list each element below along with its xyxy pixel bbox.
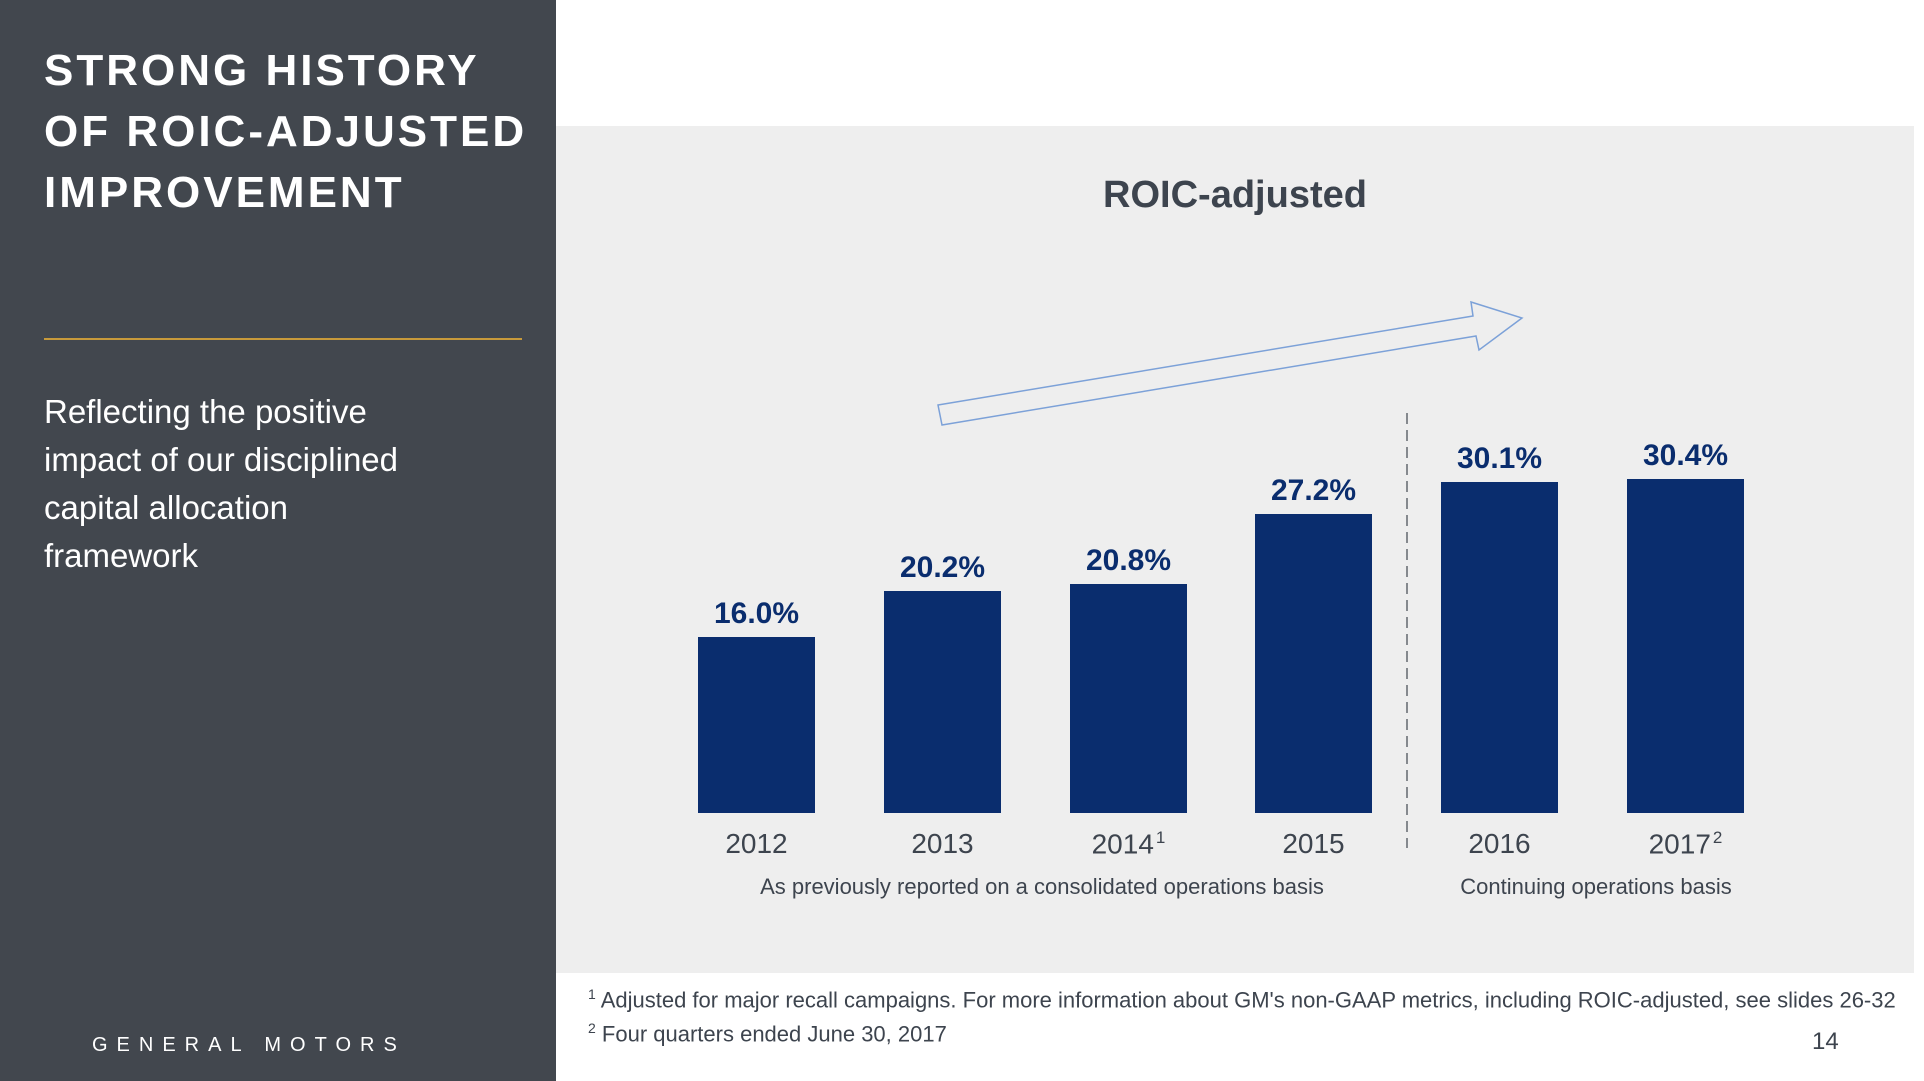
bar-column-2017: 30.4% — [1627, 439, 1744, 813]
bar — [1070, 584, 1187, 813]
chart-title: ROIC-adjusted — [1103, 174, 1367, 216]
footnote-2: 2 Four quarters ended June 30, 2017 — [588, 1014, 1896, 1048]
slide-title: STRONG HISTORY OF ROIC-ADJUSTED IMPROVEM… — [44, 46, 528, 217]
footnote-1: 1 Adjusted for major recall campaigns. F… — [588, 980, 1896, 1014]
x-axis-label: 2014 1 — [1091, 828, 1166, 860]
x-axis-label: 2015 — [1282, 828, 1345, 859]
x-axis-footnote-mark: 2 — [1712, 828, 1723, 847]
footnote-2-text: Four quarters ended June 30, 2017 — [601, 1021, 947, 1047]
bar-value-label: 20.8% — [1085, 544, 1172, 578]
x-axis-label: 2016 — [1468, 828, 1531, 859]
x-axis-label: 2013 — [911, 828, 974, 859]
x-axis-label: 2017 2 — [1648, 828, 1723, 860]
footnote-2-mark: 2 — [588, 1020, 596, 1037]
chart-panel: ROIC-adjusted 16.0% 2012 20.2% 2013 20.8% 201… — [556, 126, 1914, 973]
slide-subtitle: Reflecting the positive impact of our di… — [44, 393, 399, 574]
trend-up-arrow-icon — [937, 300, 1524, 426]
bar — [1255, 513, 1372, 813]
bar-column-2016: 30.1% — [1441, 442, 1558, 813]
bar-value-label: 27.2% — [1270, 473, 1357, 507]
bar — [1627, 478, 1744, 813]
bar-column-2013: 20.2% — [884, 551, 1001, 813]
bar-value-label: 20.2% — [899, 550, 986, 584]
footnotes: 1 Adjusted for major recall campaigns. F… — [588, 980, 1896, 1049]
bar-column-2014: 20.8% — [1070, 544, 1187, 813]
accent-divider — [44, 338, 522, 340]
x-axis-label: 2012 — [725, 828, 788, 859]
group-caption-continuing: Continuing operations basis — [1460, 874, 1732, 899]
bar-column-2012: 16.0% — [698, 597, 815, 813]
footnote-1-mark: 1 — [588, 986, 596, 1002]
group-caption-consolidated: As previously reported on a consolidated… — [760, 874, 1324, 899]
x-axis-footnote-mark: 1 — [1155, 828, 1166, 847]
bar-value-label: 30.4% — [1642, 438, 1729, 472]
page-number: 14 — [1812, 1028, 1839, 1055]
brand-wordmark: GENERAL MOTORS — [92, 1034, 406, 1056]
bar-column-2015: 27.2% — [1255, 474, 1372, 813]
bar — [1441, 481, 1558, 813]
bar — [698, 637, 815, 813]
bar-value-label: 30.1% — [1456, 441, 1543, 475]
bar — [884, 590, 1001, 813]
sidebar: STRONG HISTORY OF ROIC-ADJUSTED IMPROVEM… — [0, 0, 556, 1081]
bar-value-label: 16.0% — [713, 597, 800, 630]
group-divider-dashed-line — [1406, 413, 1408, 848]
footnote-1-text: Adjusted for major recall campaigns. For… — [600, 987, 1896, 1013]
